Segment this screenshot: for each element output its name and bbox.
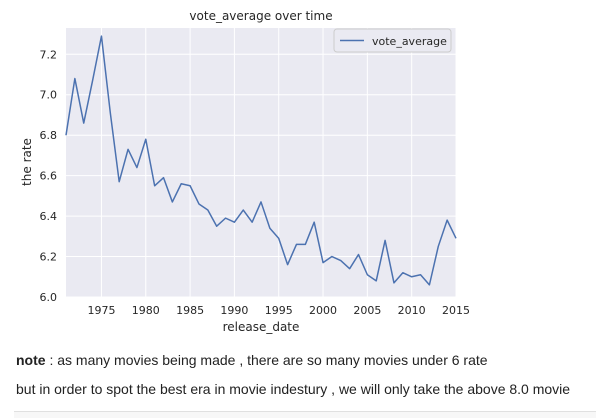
x-tick-label: 1980: [132, 304, 160, 317]
y-tick-label: 6.8: [40, 129, 58, 142]
x-tick-label: 2005: [353, 304, 381, 317]
note-text-1: note : as many movies being made , there…: [16, 352, 488, 368]
y-tick-label: 7.2: [40, 48, 58, 61]
legend-entry-vote-average: vote_average: [372, 35, 447, 48]
note-label: note: [16, 352, 46, 368]
y-tick-label: 6.6: [40, 170, 58, 183]
x-axis-ticks: 1975 1980 1985 1990 1995 2000 2005 2010 2015: [87, 304, 470, 317]
x-tick-label: 2010: [398, 304, 426, 317]
legend: vote_average: [334, 29, 451, 52]
x-tick-label: 1990: [220, 304, 248, 317]
y-tick-label: 6.0: [40, 291, 58, 304]
x-tick-label: 1975: [87, 304, 115, 317]
x-axis-label: release_date: [223, 320, 300, 334]
x-tick-label: 2000: [309, 304, 337, 317]
y-axis-label: the rate: [20, 138, 34, 186]
x-tick-label: 1985: [176, 304, 204, 317]
note-text-1-rest: : as many movies being made , there are …: [46, 352, 488, 368]
y-tick-label: 6.4: [40, 210, 58, 223]
y-tick-label: 6.2: [40, 251, 58, 264]
y-axis-ticks: 6.0 6.2 6.4 6.6 6.8 7.0 7.2: [40, 48, 58, 304]
y-tick-label: 7.0: [40, 89, 58, 102]
note-text-2: but in order to spot the best era in mov…: [16, 381, 570, 397]
x-tick-label: 2015: [442, 304, 470, 317]
chart-title: vote_average over time: [189, 9, 332, 23]
x-tick-label: 1995: [265, 304, 293, 317]
